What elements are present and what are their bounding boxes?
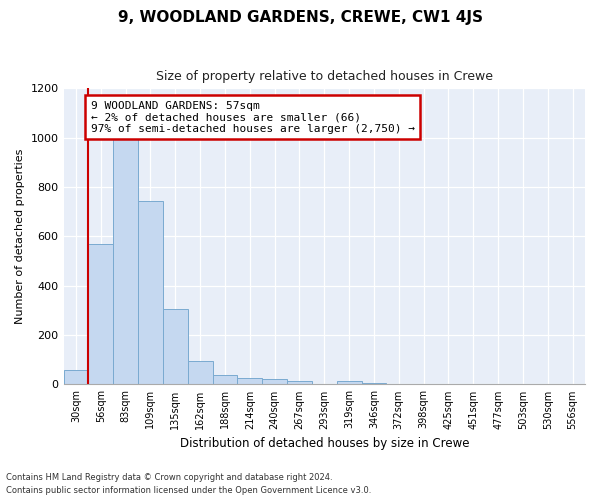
Title: Size of property relative to detached houses in Crewe: Size of property relative to detached ho… — [156, 70, 493, 83]
Text: 9 WOODLAND GARDENS: 57sqm
← 2% of detached houses are smaller (66)
97% of semi-d: 9 WOODLAND GARDENS: 57sqm ← 2% of detach… — [91, 100, 415, 134]
Bar — [113, 138, 138, 384]
Bar — [88, 244, 113, 384]
Bar — [138, 200, 163, 384]
Bar — [238, 378, 262, 384]
Y-axis label: Number of detached properties: Number of detached properties — [15, 148, 25, 324]
X-axis label: Distribution of detached houses by size in Crewe: Distribution of detached houses by size … — [179, 437, 469, 450]
Bar — [287, 382, 312, 384]
Bar — [362, 383, 386, 384]
Text: Contains HM Land Registry data © Crown copyright and database right 2024.
Contai: Contains HM Land Registry data © Crown c… — [6, 474, 371, 495]
Bar — [64, 370, 88, 384]
Bar — [188, 361, 212, 384]
Bar — [337, 382, 362, 384]
Bar — [212, 374, 238, 384]
Bar — [163, 309, 188, 384]
Text: 9, WOODLAND GARDENS, CREWE, CW1 4JS: 9, WOODLAND GARDENS, CREWE, CW1 4JS — [118, 10, 482, 25]
Bar — [262, 380, 287, 384]
